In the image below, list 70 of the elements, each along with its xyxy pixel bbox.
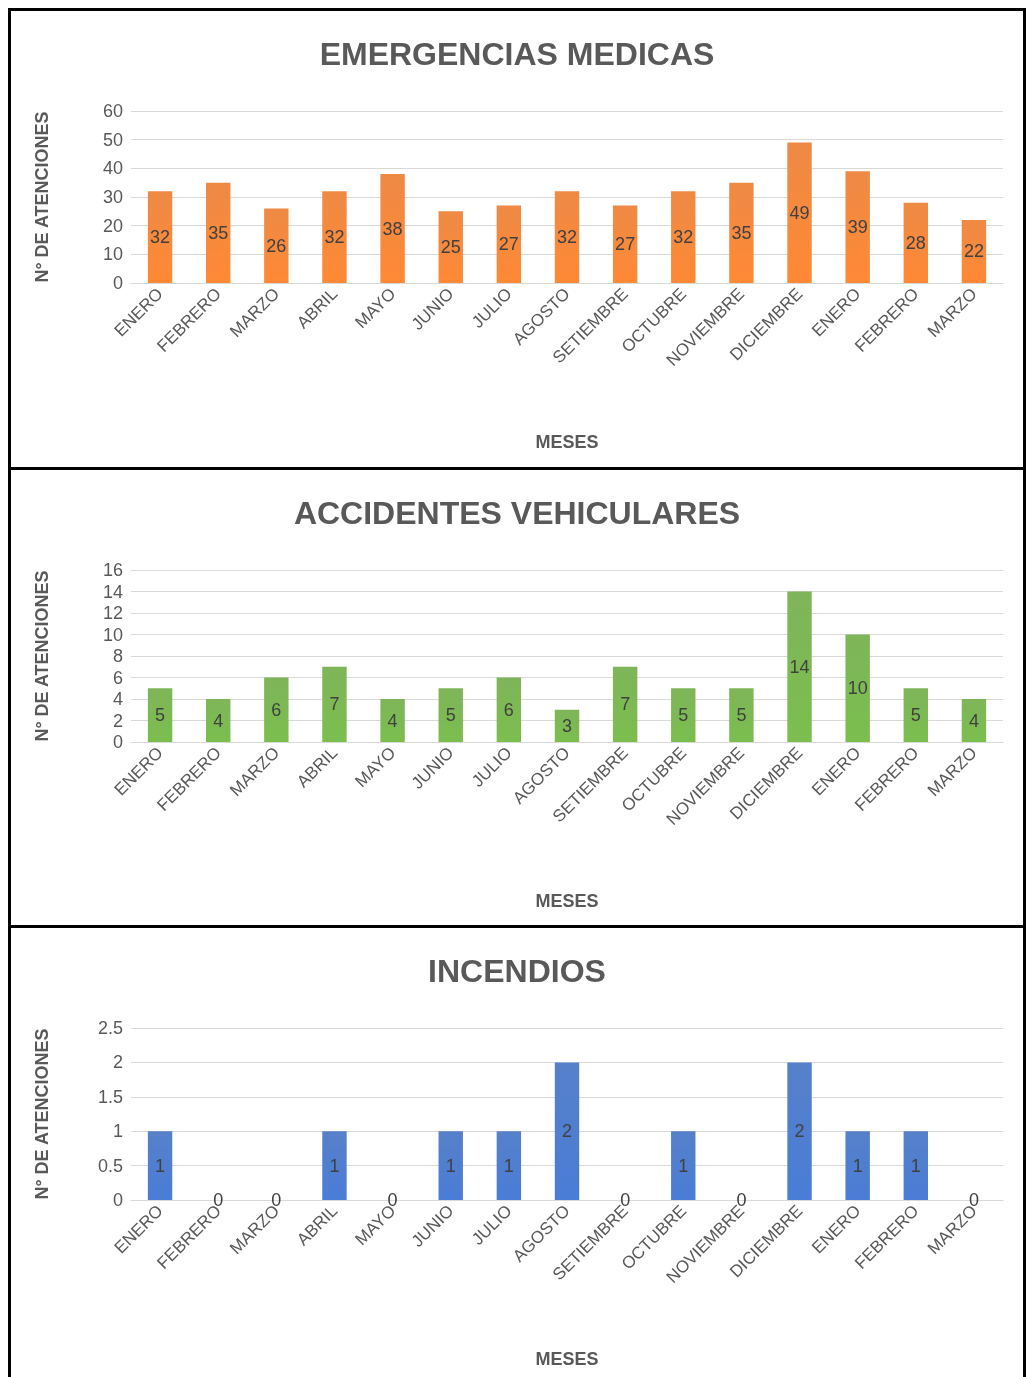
y-tick-label: 4 (112, 689, 123, 709)
data-label: 32 (324, 227, 345, 248)
data-label: 2 (561, 1121, 573, 1142)
data-label: 3 (561, 715, 573, 736)
x-axis-title: MESES (535, 432, 599, 452)
data-label: 1 (329, 1155, 340, 1176)
data-label: 6 (503, 699, 514, 720)
data-label: 1 (503, 1155, 514, 1176)
data-label: 27 (498, 234, 519, 255)
y-tick-label: 40 (102, 158, 123, 179)
y-axis-title: N° DE ATENCIONES (32, 1028, 52, 1200)
y-tick-label: 12 (102, 603, 123, 623)
y-tick-label: 2 (112, 1052, 123, 1073)
data-label: 1 (445, 1155, 456, 1176)
data-label: 35 (208, 222, 229, 243)
data-label: 1 (155, 1155, 166, 1176)
data-label: 5 (445, 705, 456, 726)
data-label: 5 (678, 705, 689, 726)
y-tick-label: 0 (112, 273, 123, 293)
y-tick-label: 30 (102, 187, 123, 207)
y-tick-label: 60 (102, 101, 123, 121)
data-label: 14 (789, 656, 810, 677)
y-tick-label: 16 (102, 560, 123, 580)
data-label: 1 (852, 1155, 863, 1176)
data-label: 38 (382, 218, 403, 239)
y-axis-title: N° DE ATENCIONES (32, 111, 52, 283)
data-label: 5 (910, 705, 921, 726)
y-tick-label: 2.5 (97, 1018, 123, 1038)
data-label: 22 (963, 241, 984, 262)
data-label: 2 (794, 1121, 805, 1142)
data-label: 5 (736, 705, 747, 726)
y-tick-label: 10 (102, 244, 123, 265)
data-label: 1 (678, 1155, 689, 1176)
data-label: 7 (329, 694, 340, 715)
chart-title: INCENDIOS (428, 953, 606, 989)
data-label: 4 (968, 710, 979, 731)
y-tick-label: 0 (112, 732, 123, 752)
data-label: 49 (789, 202, 810, 223)
y-tick-label: 14 (102, 581, 123, 602)
x-axis-title: MESES (535, 891, 599, 911)
y-tick-label: 8 (112, 646, 123, 666)
data-label: 26 (266, 235, 287, 256)
data-label: 25 (440, 237, 461, 258)
y-tick-label: 20 (102, 215, 123, 236)
data-label: 32 (150, 227, 171, 248)
data-label: 32 (673, 227, 694, 248)
chart-title: ACCIDENTES VEHICULARES (293, 495, 741, 531)
data-label: 32 (556, 227, 578, 248)
data-label: 6 (271, 699, 282, 720)
data-label: 27 (615, 234, 636, 255)
y-tick-label: 0 (112, 1190, 123, 1210)
x-axis-title: MESES (535, 1349, 599, 1369)
data-label: 10 (847, 678, 868, 699)
data-label: 1 (910, 1155, 921, 1176)
y-tick-label: 1 (112, 1121, 123, 1142)
data-label: 28 (905, 232, 926, 253)
y-tick-label: 50 (102, 129, 123, 150)
chart-title: EMERGENCIAS MEDICAS (319, 36, 715, 72)
data-label: 7 (620, 694, 631, 715)
y-axis-title: N° DE ATENCIONES (32, 570, 52, 742)
y-tick-label: 6 (112, 667, 123, 688)
y-tick-label: 1.5 (97, 1086, 123, 1107)
y-tick-label: 0.5 (97, 1155, 123, 1176)
y-tick-label: 10 (102, 624, 123, 645)
data-label: 35 (731, 222, 752, 243)
data-label: 5 (155, 705, 166, 726)
data-label: 4 (213, 710, 224, 731)
y-tick-label: 2 (112, 710, 123, 731)
data-label: 39 (847, 217, 868, 238)
data-label: 4 (387, 710, 398, 731)
